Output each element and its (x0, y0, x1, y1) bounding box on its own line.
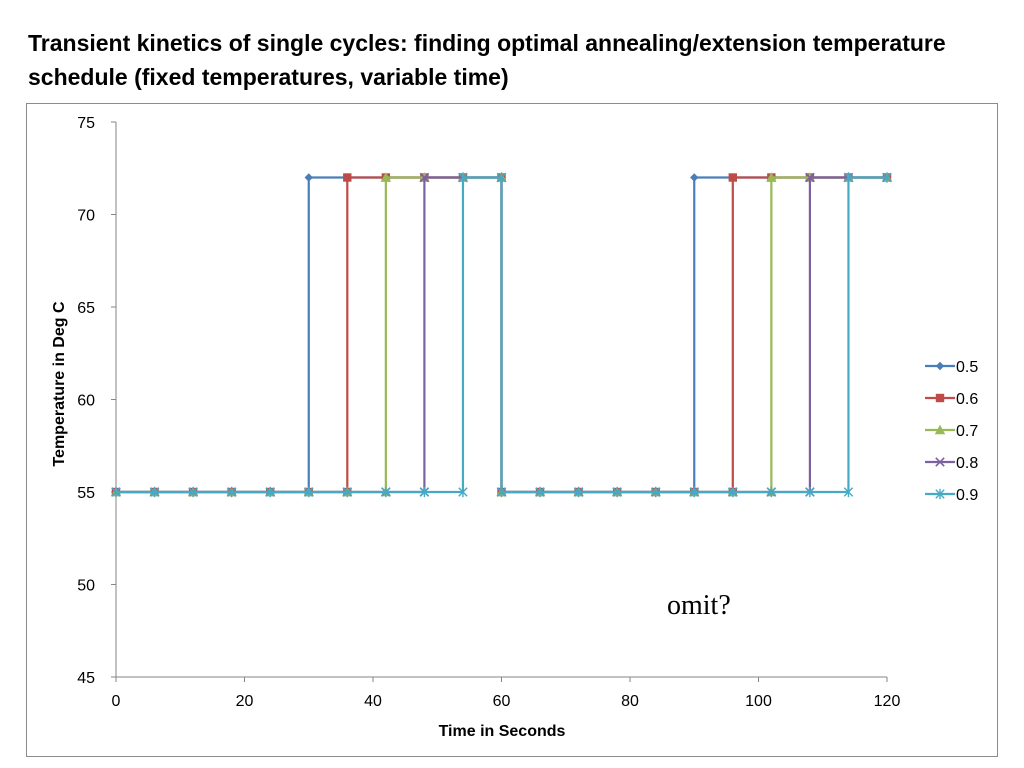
y-tick-label: 45 (77, 670, 95, 687)
legend: 0.5 0.6 0.7 0.8 0.9 (925, 359, 978, 504)
y-tick-label: 65 (77, 300, 95, 317)
data-point (766, 486, 777, 498)
legend-label: 0.5 (956, 359, 978, 376)
legend-label: 0.7 (956, 423, 978, 440)
legend-marker (934, 424, 946, 435)
data-point (188, 486, 198, 498)
data-point (728, 486, 738, 498)
data-point (380, 172, 392, 182)
data-point (419, 486, 430, 498)
data-point (690, 173, 699, 182)
data-point (612, 486, 622, 498)
legend-marker (935, 457, 945, 467)
data-point (535, 486, 545, 498)
x-tick-label: 40 (364, 693, 382, 710)
x-tick-label: 120 (874, 693, 901, 710)
x-tick-label: 20 (236, 693, 254, 710)
data-point (651, 486, 661, 498)
data-point (343, 173, 352, 182)
series-line (116, 176, 887, 494)
data-point (573, 486, 584, 498)
data-point (419, 172, 430, 183)
legend-marker (935, 393, 945, 403)
legend-label: 0.6 (956, 391, 978, 408)
x-axis-title: Time in Seconds (439, 723, 566, 740)
legend-label: 0.8 (956, 455, 978, 472)
x-tick-label: 100 (745, 693, 772, 710)
axes: 45 50 55 60 65 70 75 0 20 40 60 80 100 120 (77, 115, 900, 710)
legend-marker (935, 361, 945, 371)
data-point (111, 486, 121, 498)
data-point (149, 486, 160, 498)
annotation-omit: omit? (667, 590, 731, 621)
data-point (496, 486, 507, 498)
x-tick-label: 0 (112, 693, 121, 710)
data-point (766, 172, 777, 182)
data-point (728, 173, 737, 182)
data-point (843, 172, 854, 183)
y-tick-label: 70 (77, 208, 95, 225)
legend-entry: 0.6 (925, 391, 978, 408)
data-point (265, 486, 275, 498)
legend-marker (935, 488, 945, 500)
data-point (458, 486, 468, 498)
x-tick-label: 60 (493, 693, 511, 710)
legend-label: 0.9 (956, 487, 978, 504)
y-tick-label: 60 (77, 393, 95, 410)
y-axis-title: Temperature in Deg C (51, 301, 68, 467)
data-point (882, 172, 892, 183)
y-tick-label: 55 (77, 485, 95, 502)
data-point (805, 172, 815, 183)
data-point (381, 486, 391, 498)
chart-frame: 45 50 55 60 65 70 75 0 20 40 60 80 100 120 0.5 0.6 0.7 0… (26, 103, 998, 757)
y-tick-label: 50 (77, 578, 95, 595)
slide-title: Transient kinetics of single cycles: fin… (28, 30, 946, 90)
x-tick-label: 80 (621, 693, 639, 710)
data-point (689, 486, 699, 498)
data-point (843, 486, 854, 498)
data-point (458, 172, 468, 183)
data-point (304, 173, 313, 182)
y-tick-label: 75 (77, 115, 95, 132)
data-point (805, 486, 815, 498)
legend-entry: 0.9 (925, 487, 978, 504)
marker-stroke (935, 457, 945, 467)
data-point (496, 172, 507, 183)
data-point (226, 486, 237, 498)
legend-entry: 0.5 (925, 359, 978, 376)
marker-stroke (805, 172, 815, 183)
data-point (342, 486, 352, 498)
series-lines (110, 172, 893, 498)
marker-stroke (419, 172, 430, 183)
legend-entry: 0.8 (925, 455, 978, 472)
series-0-9 (111, 172, 892, 498)
legend-entry: 0.7 (925, 423, 978, 440)
data-point (304, 486, 314, 498)
